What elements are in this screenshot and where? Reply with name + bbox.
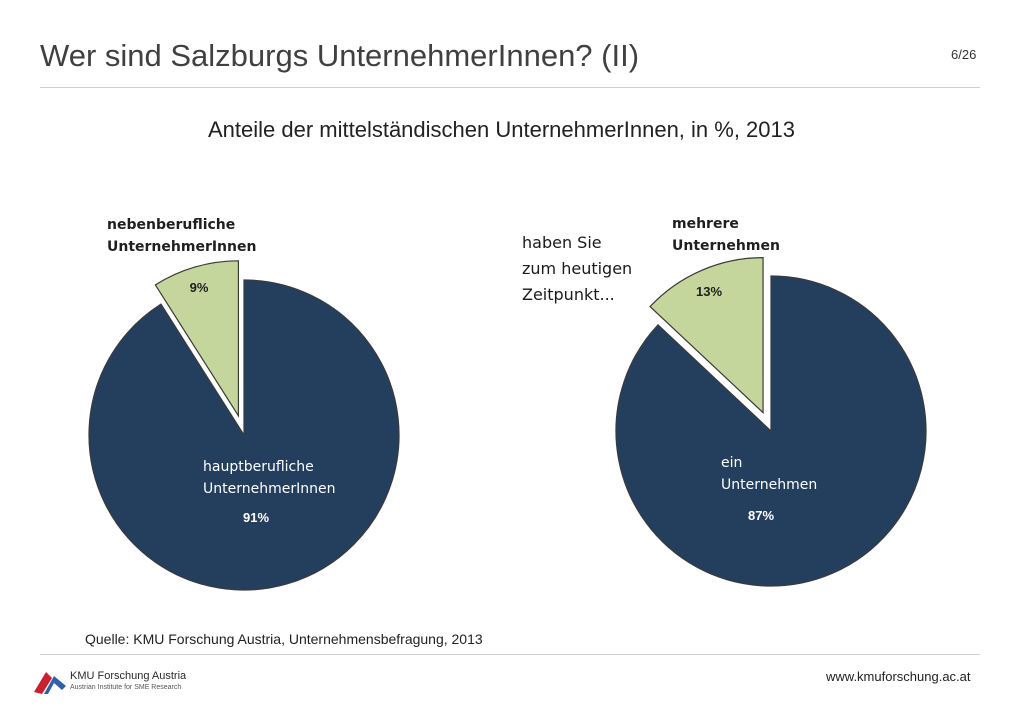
exploded-slice-value: 9% <box>190 280 209 295</box>
logo-subtitle: Austrian Institute for SME Research <box>70 684 182 691</box>
footer-divider <box>40 654 980 655</box>
exploded-slice-label: nebenberufliche UnternehmerInnen <box>107 217 256 255</box>
source-note: Quelle: KMU Forschung Austria, Unternehm… <box>85 631 483 647</box>
question-line: Zeitpunkt... <box>522 285 615 304</box>
pie-slice-main <box>88 279 400 591</box>
page-number: 6/26 <box>951 47 977 62</box>
website-link[interactable]: www.kmuforschung.ac.at <box>826 669 971 684</box>
pie-slice-exploded <box>154 260 240 418</box>
page-title: Wer sind Salzburgs UnternehmerInnen? (II… <box>40 38 640 73</box>
main-slice-label: hauptberufliche UnternehmerInnen <box>203 459 335 497</box>
logo-name: KMU Forschung Austria <box>70 670 187 682</box>
main-slice-value: 87% <box>748 508 774 523</box>
exploded-slice-label: mehrere Unternehmen <box>672 216 780 254</box>
question-text: haben Sie zum heutigen Zeitpunkt... <box>522 230 632 308</box>
question-line: zum heutigen <box>522 259 633 278</box>
chart-subtitle: Anteile der mittelständischen Unternehme… <box>207 117 795 142</box>
pie-slice-main <box>615 275 927 587</box>
kmu-logo-icon <box>34 672 66 694</box>
main-slice-label: ein Unternehmen <box>721 455 817 493</box>
question-line: haben Sie <box>522 233 602 252</box>
exploded-slice-value: 13% <box>696 284 722 299</box>
pie-slice-exploded <box>649 257 764 415</box>
header-divider <box>40 87 980 88</box>
main-slice-value: 91% <box>243 510 269 525</box>
